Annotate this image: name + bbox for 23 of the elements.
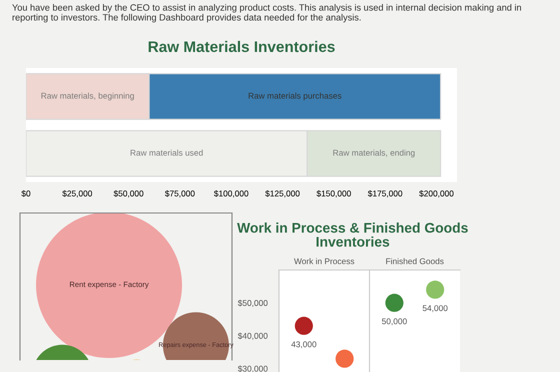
data-label: 43,000 xyxy=(291,341,316,348)
x-tick-label: $100,000 xyxy=(214,190,248,198)
y-tick-label: $40,000 xyxy=(238,332,268,340)
x-tick-label: $125,000 xyxy=(265,190,300,198)
x-tick-label: $175,000 xyxy=(368,190,402,198)
x-tick-label: Finished Goods xyxy=(386,258,444,264)
x-tick-label: $0 xyxy=(21,190,30,197)
data-label: 50,000 xyxy=(382,318,407,326)
x-tick-label: Work in Process xyxy=(294,258,354,264)
x-tick-label: $75,000 xyxy=(164,190,195,198)
text: You have been asked by the CEO to assist in analyzing product costs. This analysis is used in internal decision making and in reporting to investors. The following Dashboard provides data needed for the analysis. xyxy=(12,4,521,22)
y-tick-label: $50,000 xyxy=(238,300,268,307)
x-tick-label: $150,000 xyxy=(316,190,351,198)
series-label: Raw materials, ending xyxy=(333,150,415,158)
x-tick-label: $200,000 xyxy=(419,190,454,198)
chart-title: Work in Process & Finished Goods Inventories xyxy=(237,222,468,247)
chart-title: Raw Materials Inventories xyxy=(148,40,335,52)
series-label: Raw materials used xyxy=(130,150,203,156)
series-label: Raw materials, beginning xyxy=(41,92,134,100)
x-tick-label: $25,000 xyxy=(62,190,92,198)
series-label: Raw materials purchases xyxy=(248,92,342,100)
data-label: 54,000 xyxy=(422,305,448,312)
x-tick-label: $50,000 xyxy=(114,190,144,198)
